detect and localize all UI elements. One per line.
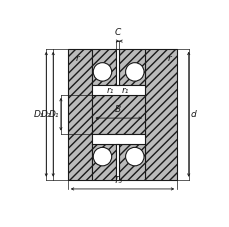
Circle shape [125,63,143,81]
Circle shape [93,147,111,166]
Polygon shape [92,95,144,133]
Polygon shape [119,143,144,180]
Text: T₃: T₃ [113,176,122,185]
Polygon shape [68,49,92,180]
Text: r₁: r₁ [121,86,128,95]
Polygon shape [92,85,144,95]
Text: r₁: r₁ [106,86,114,95]
Polygon shape [116,49,119,85]
Text: d: d [190,110,196,119]
Text: r: r [167,54,171,63]
Polygon shape [119,49,144,85]
Polygon shape [116,143,119,180]
Polygon shape [144,49,176,180]
Text: D₁: D₁ [49,110,59,119]
Circle shape [125,147,143,166]
Text: r: r [75,54,79,63]
Polygon shape [92,143,116,180]
Text: B: B [114,105,120,114]
Text: D₃: D₃ [34,110,44,119]
Text: D₂: D₂ [41,110,52,119]
Text: C: C [114,28,120,37]
Polygon shape [92,49,116,85]
Polygon shape [92,133,144,143]
Circle shape [93,63,111,81]
